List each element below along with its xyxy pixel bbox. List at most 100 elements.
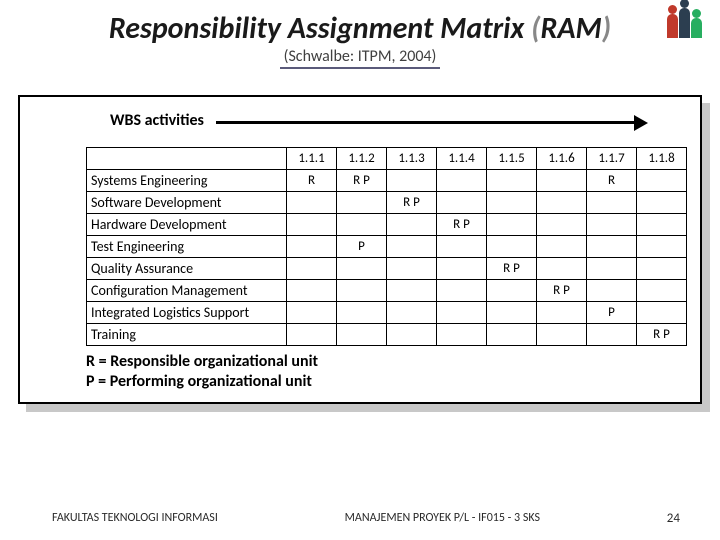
unit-cell: Systems Engineering bbox=[87, 170, 287, 192]
logo-icon bbox=[667, 8, 702, 38]
matrix-cell bbox=[487, 170, 537, 192]
ram-table: 1.1.1 1.1.2 1.1.3 1.1.4 1.1.5 1.1.6 1.1.… bbox=[86, 147, 687, 346]
matrix-cell bbox=[387, 258, 437, 280]
matrix-cell bbox=[487, 280, 537, 302]
table-header-row: 1.1.1 1.1.2 1.1.3 1.1.4 1.1.5 1.1.6 1.1.… bbox=[87, 148, 687, 170]
matrix-cell bbox=[337, 280, 387, 302]
page-number: 24 bbox=[667, 511, 680, 526]
col-header: 1.1.5 bbox=[487, 148, 537, 170]
footer-center: MANAJEMEN PROYEK P/L - IF015 - 3 SKS bbox=[345, 511, 540, 526]
matrix-cell bbox=[337, 324, 387, 346]
matrix-cell: P bbox=[587, 302, 637, 324]
matrix-cell bbox=[437, 324, 487, 346]
matrix-cell: R P bbox=[637, 324, 687, 346]
table-row: Hardware Development R P bbox=[87, 214, 687, 236]
matrix-cell bbox=[587, 214, 637, 236]
matrix-cell bbox=[637, 192, 687, 214]
unit-cell: Software Development bbox=[87, 192, 287, 214]
matrix-cell bbox=[437, 170, 487, 192]
legend-line-p: P = Performing organizational unit bbox=[86, 372, 688, 392]
table-row: Training R P bbox=[87, 324, 687, 346]
matrix-cell bbox=[537, 192, 587, 214]
slide-subtitle: (Schwalbe: ITPM, 2004) bbox=[280, 47, 441, 69]
matrix-cell bbox=[437, 236, 487, 258]
unit-cell: Integrated Logistics Support bbox=[87, 302, 287, 324]
matrix-cell bbox=[287, 324, 337, 346]
matrix-cell bbox=[637, 258, 687, 280]
matrix-cell bbox=[387, 214, 437, 236]
matrix-cell bbox=[637, 302, 687, 324]
col-header: 1.1.4 bbox=[437, 148, 487, 170]
slide-title: Responsibility Assignment Matrix (RAM) bbox=[20, 10, 700, 47]
wbs-arrow-line bbox=[216, 121, 636, 124]
matrix-cell bbox=[537, 324, 587, 346]
col-header: 1.1.6 bbox=[537, 148, 587, 170]
figure-container: WBS activities 1.1.1 1.1.2 1.1.3 1.1.4 1… bbox=[18, 95, 702, 404]
matrix-cell bbox=[637, 214, 687, 236]
matrix-cell bbox=[287, 280, 337, 302]
matrix-cell: R P bbox=[437, 214, 487, 236]
col-header: 1.1.3 bbox=[387, 148, 437, 170]
matrix-cell bbox=[287, 236, 337, 258]
wbs-axis: WBS activities bbox=[86, 107, 688, 147]
matrix-cell: R bbox=[287, 170, 337, 192]
table-row: Test EngineeringP bbox=[87, 236, 687, 258]
legend-line-r: R = Responsible organizational unit bbox=[86, 352, 688, 372]
table-row: Configuration Management R P bbox=[87, 280, 687, 302]
title-bar: Responsibility Assignment Matrix (RAM) (… bbox=[0, 0, 720, 71]
matrix-cell bbox=[387, 302, 437, 324]
matrix-cell bbox=[437, 192, 487, 214]
matrix-cell bbox=[287, 302, 337, 324]
matrix-cell: R P bbox=[387, 192, 437, 214]
unit-cell: Training bbox=[87, 324, 287, 346]
table-row: Systems EngineeringRR PR bbox=[87, 170, 687, 192]
matrix-cell bbox=[537, 170, 587, 192]
header-blank bbox=[87, 148, 287, 170]
matrix-cell bbox=[587, 324, 637, 346]
matrix-cell bbox=[637, 236, 687, 258]
matrix-cell bbox=[337, 258, 387, 280]
matrix-cell bbox=[487, 302, 537, 324]
matrix-cell bbox=[287, 214, 337, 236]
matrix-cell bbox=[587, 192, 637, 214]
title-acronym: RAM bbox=[540, 10, 601, 47]
matrix-cell: P bbox=[337, 236, 387, 258]
table-row: Integrated Logistics Support P bbox=[87, 302, 687, 324]
col-header: 1.1.7 bbox=[587, 148, 637, 170]
unit-cell: Quality Assurance bbox=[87, 258, 287, 280]
matrix-cell: R P bbox=[337, 170, 387, 192]
matrix-cell: R P bbox=[537, 280, 587, 302]
matrix-cell bbox=[537, 258, 587, 280]
matrix-cell bbox=[487, 324, 537, 346]
col-header: 1.1.2 bbox=[337, 148, 387, 170]
legend: R = Responsible organizational unit P = … bbox=[86, 352, 688, 392]
matrix-cell bbox=[287, 258, 337, 280]
table-row: Quality Assurance R P bbox=[87, 258, 687, 280]
col-header: 1.1.8 bbox=[637, 148, 687, 170]
matrix-cell bbox=[387, 280, 437, 302]
matrix-cell bbox=[537, 214, 587, 236]
matrix-cell bbox=[587, 258, 637, 280]
ram-figure: WBS activities 1.1.1 1.1.2 1.1.3 1.1.4 1… bbox=[18, 95, 702, 404]
wbs-label: WBS activities bbox=[110, 111, 204, 130]
matrix-cell: R bbox=[587, 170, 637, 192]
matrix-cell: R P bbox=[487, 258, 537, 280]
matrix-cell bbox=[387, 236, 437, 258]
table-row: Software Development R P bbox=[87, 192, 687, 214]
matrix-cell bbox=[287, 192, 337, 214]
matrix-cell bbox=[637, 280, 687, 302]
matrix-cell bbox=[437, 302, 487, 324]
matrix-cell bbox=[437, 258, 487, 280]
title-paren-close: ) bbox=[602, 10, 611, 47]
matrix-cell bbox=[537, 302, 587, 324]
matrix-cell bbox=[537, 236, 587, 258]
matrix-cell bbox=[487, 192, 537, 214]
matrix-cell bbox=[587, 236, 637, 258]
col-header: 1.1.1 bbox=[287, 148, 337, 170]
unit-cell: Hardware Development bbox=[87, 214, 287, 236]
matrix-cell bbox=[337, 214, 387, 236]
unit-cell: Configuration Management bbox=[87, 280, 287, 302]
footer: FAKULTAS TEKNOLOGI INFORMASI MANAJEMEN P… bbox=[0, 511, 720, 526]
wbs-arrow-head-icon bbox=[634, 115, 648, 131]
matrix-cell bbox=[587, 280, 637, 302]
